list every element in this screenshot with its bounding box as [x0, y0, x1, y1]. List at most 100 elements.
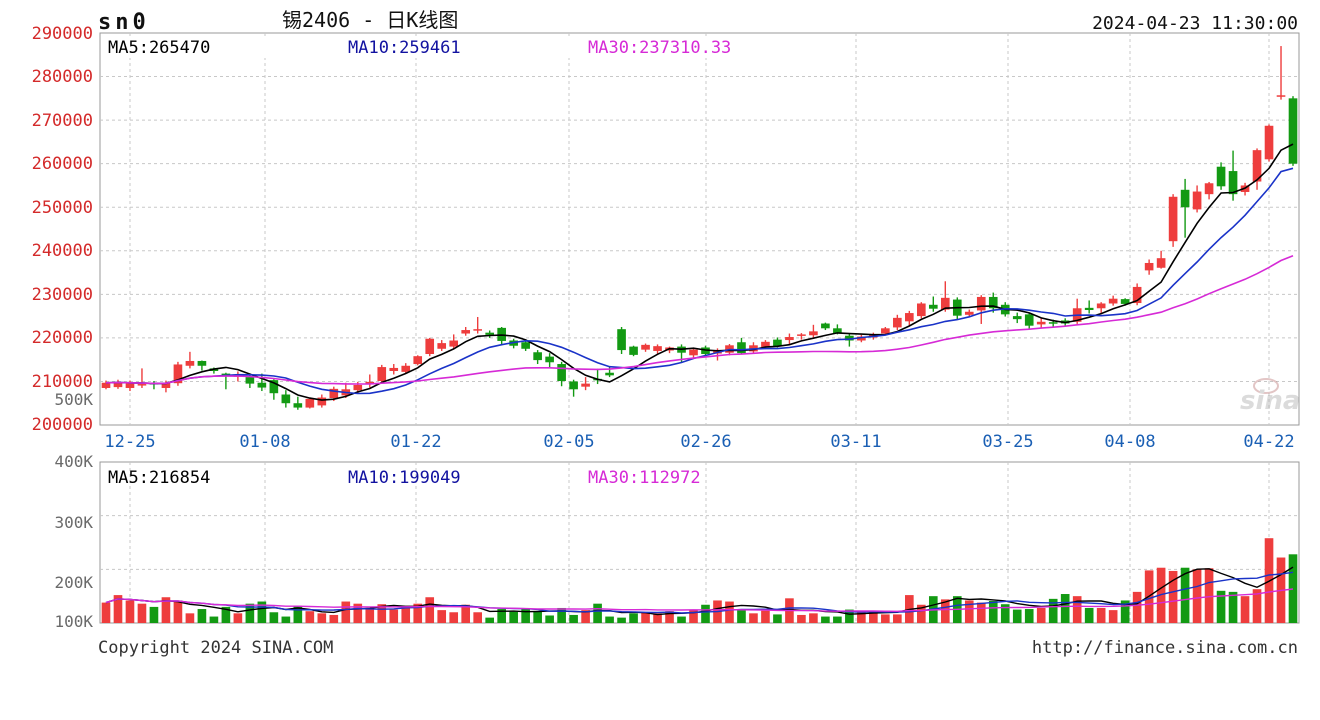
vol-ma10-legend: MA10:199049: [348, 468, 461, 488]
candle-up: [905, 313, 914, 322]
volume-bar-down: [509, 611, 518, 623]
candle-up: [1144, 262, 1154, 271]
sina-eye-icon: [1253, 378, 1279, 394]
ma5-legend: MA5:265470: [108, 38, 210, 58]
volume-bar-up: [365, 607, 375, 623]
candle-up: [389, 367, 399, 371]
volume-bar-up: [689, 610, 698, 623]
volume-bar-up: [1132, 591, 1142, 623]
y-tick-280000: 280000: [32, 67, 93, 87]
candle-up: [916, 303, 926, 317]
volume-bar-down: [605, 616, 614, 623]
volume-bar-up: [1156, 567, 1166, 623]
symbol-label: sn0: [98, 10, 150, 35]
volume-bar-up: [641, 612, 650, 623]
volume-bar-up: [1240, 596, 1250, 623]
candle-up: [353, 384, 363, 391]
y-tick-230000: 230000: [32, 285, 93, 305]
volume-bar-up: [305, 611, 315, 623]
y-tick-260000: 260000: [32, 154, 93, 174]
candle-up: [137, 384, 147, 386]
y-tick-250000: 250000: [32, 198, 93, 218]
candle-up: [581, 383, 590, 387]
candle-up: [1252, 150, 1262, 182]
volume-bar-down: [1180, 567, 1190, 623]
volume-bar-up: [665, 611, 674, 623]
volume-bar-up: [125, 600, 135, 623]
candle-down: [521, 342, 530, 349]
volume-bar-up: [940, 599, 950, 623]
candle-down: [245, 377, 255, 384]
volume-bar-down: [1288, 554, 1298, 623]
volume-bar-up: [581, 610, 590, 623]
price-grid: [100, 33, 1299, 425]
candle-up: [161, 383, 171, 388]
volume-bar-up: [881, 614, 890, 623]
candle-up: [101, 382, 111, 388]
volume-bar-up: [425, 597, 435, 623]
candle-up: [857, 336, 866, 341]
volume-bar-up: [916, 604, 926, 623]
volume-bar-down: [677, 616, 686, 623]
candle-up: [1204, 183, 1214, 195]
vol-ma5-legend: MA5:216854: [108, 468, 210, 488]
candle-up: [425, 338, 435, 355]
candle-up: [461, 330, 471, 334]
volume-bar-up: [137, 603, 147, 623]
volume-bar-down: [269, 612, 279, 623]
volume-bar-up: [1036, 607, 1046, 623]
y-tick-270000: 270000: [32, 111, 93, 131]
datetime-label: 2024-04-23 11:30:00: [1092, 13, 1298, 34]
candle-up: [473, 329, 483, 331]
volume-bar-down: [1024, 609, 1034, 623]
volume-bar-up: [101, 602, 111, 623]
y-tick-290000: 290000: [32, 24, 93, 44]
volume-bar-up: [317, 613, 327, 623]
date-x-axis: 12-25 01-08 01-22 02-05 02-26 03-11 03-2…: [104, 432, 1294, 452]
candle-up: [305, 398, 315, 408]
volume-bar-down: [1060, 594, 1070, 623]
volume-bar-up: [461, 604, 471, 623]
volume-bar-down: [197, 609, 207, 623]
volume-bar-down: [593, 603, 602, 623]
candle-up: [1096, 303, 1106, 309]
candle-up: [1276, 95, 1286, 97]
candle-up: [1168, 196, 1178, 242]
volume-bar-down: [737, 610, 746, 623]
candle-down: [1084, 307, 1094, 311]
volume-bar-up: [725, 601, 734, 623]
candle-up: [413, 356, 423, 365]
volume-bar-down: [629, 613, 638, 623]
candle-down: [988, 296, 998, 309]
volume-bar-up: [1072, 596, 1082, 623]
candle-down: [197, 360, 207, 366]
candle-down: [845, 335, 854, 341]
volume-bar-down: [293, 605, 303, 623]
y-tick-240000: 240000: [32, 241, 93, 261]
candle-up: [329, 388, 339, 398]
volume-bar-down: [281, 616, 291, 623]
volume-bar-down: [988, 600, 998, 623]
candle-down: [257, 382, 267, 388]
vol-ma10-line: [105, 571, 1294, 614]
candle-down: [833, 328, 842, 334]
volume-bar-down: [1228, 591, 1238, 623]
volume-bar-down: [1048, 598, 1058, 623]
volume-bar-up: [161, 597, 171, 623]
candle-down: [1012, 316, 1022, 320]
volume-bar-up: [1192, 569, 1202, 623]
volume-bar-up: [749, 613, 758, 623]
volume-bar-up: [797, 614, 806, 623]
ma10-legend: MA10:259461: [348, 38, 461, 58]
x-tick-01-08: 01-08: [239, 432, 290, 452]
volume-bar-down: [521, 607, 530, 623]
volume-bar-down: [221, 606, 231, 623]
candle-up: [1192, 191, 1202, 210]
x-tick-02-05: 02-05: [543, 432, 594, 452]
volume-bar-up: [353, 603, 363, 623]
candle-up: [317, 397, 327, 406]
candle-up: [893, 317, 902, 328]
price-y-axis: 290000 280000 270000 260000 250000 24000…: [32, 24, 94, 435]
volume-bar-down: [533, 611, 542, 623]
volume-bar-up: [473, 612, 483, 623]
